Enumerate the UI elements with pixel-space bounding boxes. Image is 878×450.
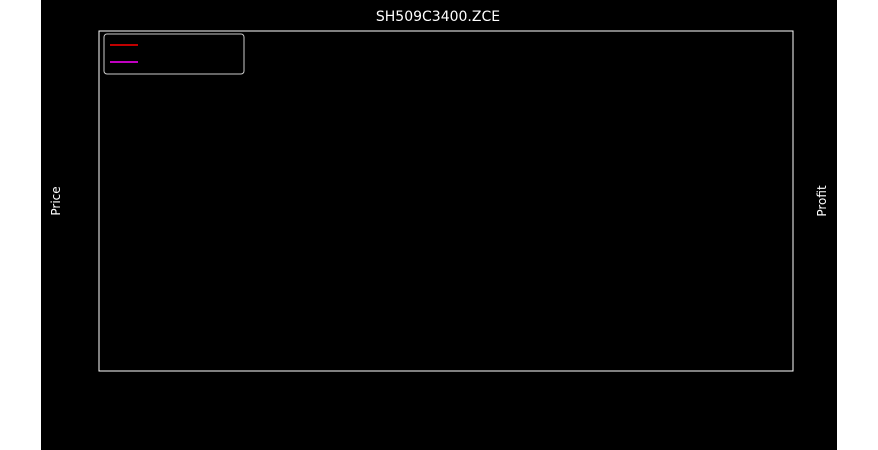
figure-background — [41, 0, 837, 450]
y-axis-label: Price — [49, 186, 63, 215]
legend — [103, 33, 245, 75]
chart-title: SH509C3400.ZCE — [376, 9, 500, 25]
y-axis-label-right: Profit — [815, 185, 829, 217]
legend-box — [103, 33, 245, 75]
plot-frame — [98, 30, 794, 372]
